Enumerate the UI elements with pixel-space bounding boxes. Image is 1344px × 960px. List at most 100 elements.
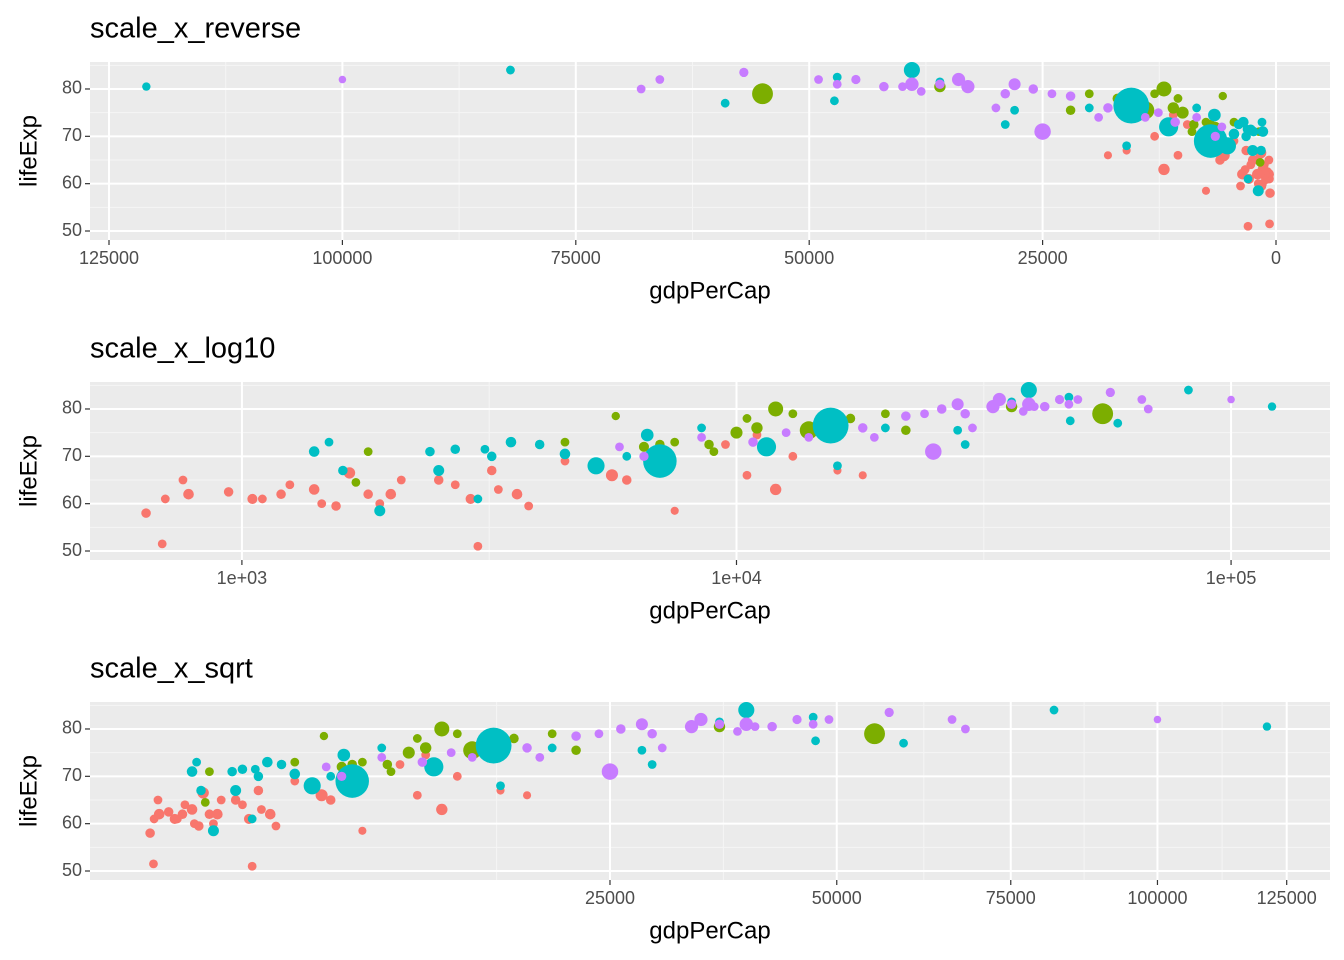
point xyxy=(308,446,320,457)
point xyxy=(733,726,742,736)
point xyxy=(788,409,798,419)
point xyxy=(968,423,977,433)
point xyxy=(1047,89,1057,99)
point xyxy=(961,80,975,94)
x-tick-label: 50000 xyxy=(784,248,834,268)
point xyxy=(901,411,911,421)
panel-title: scale_x_sqrt xyxy=(90,653,253,685)
point xyxy=(804,432,814,442)
point xyxy=(1065,91,1076,101)
point xyxy=(276,759,287,770)
point xyxy=(857,423,868,433)
point xyxy=(163,807,174,817)
point xyxy=(1113,87,1150,124)
point xyxy=(916,86,926,96)
point xyxy=(1065,416,1075,426)
point xyxy=(223,487,234,497)
point xyxy=(1227,395,1235,404)
point xyxy=(419,742,432,754)
y-tick-label: 50 xyxy=(62,860,82,880)
point xyxy=(739,67,749,78)
point xyxy=(1020,381,1037,399)
point xyxy=(851,74,861,85)
point xyxy=(1267,402,1277,411)
point xyxy=(247,493,258,504)
point xyxy=(1265,219,1274,229)
y-tick-label: 50 xyxy=(62,220,82,240)
point xyxy=(655,75,665,84)
x-tick-label: 0 xyxy=(1271,248,1281,268)
point xyxy=(357,757,367,767)
x-tick-label: 1e+04 xyxy=(711,568,762,588)
y-tick-label: 80 xyxy=(62,398,82,418)
point xyxy=(257,805,266,814)
point xyxy=(325,795,336,805)
point xyxy=(496,781,505,791)
y-tick-label: 70 xyxy=(62,125,82,145)
x-tick-label: 125000 xyxy=(1257,888,1317,908)
point xyxy=(587,457,605,475)
point xyxy=(833,461,842,471)
point xyxy=(640,428,654,442)
point xyxy=(808,719,818,729)
point xyxy=(1243,221,1253,231)
point xyxy=(524,501,534,511)
point xyxy=(742,414,752,423)
point xyxy=(141,508,151,518)
point xyxy=(486,451,497,462)
point xyxy=(1173,94,1183,103)
point xyxy=(1143,404,1153,414)
y-tick-label: 60 xyxy=(62,492,82,512)
point xyxy=(953,425,963,435)
point xyxy=(230,795,241,805)
y-axis-title: lifeExp xyxy=(15,435,42,507)
point xyxy=(991,103,1001,113)
point xyxy=(739,717,754,731)
point xyxy=(670,506,679,515)
point xyxy=(1084,89,1094,99)
point xyxy=(534,439,545,450)
point xyxy=(1241,131,1251,142)
point xyxy=(1029,402,1039,412)
point xyxy=(1150,131,1160,141)
point xyxy=(547,729,557,739)
point xyxy=(1236,181,1245,191)
point xyxy=(337,748,351,762)
point xyxy=(1064,392,1074,402)
point xyxy=(374,505,386,517)
x-tick-label: 100000 xyxy=(1127,888,1187,908)
point xyxy=(1150,89,1160,99)
point xyxy=(238,800,247,810)
point xyxy=(1189,119,1199,130)
point xyxy=(450,444,461,454)
point xyxy=(1208,108,1221,122)
point xyxy=(605,469,618,482)
point xyxy=(1184,385,1193,395)
point xyxy=(331,501,341,511)
point xyxy=(417,757,428,767)
y-tick-label: 60 xyxy=(62,172,82,192)
point xyxy=(1156,81,1172,97)
point xyxy=(1092,403,1114,425)
point xyxy=(1054,394,1065,405)
point xyxy=(635,718,648,731)
y-tick-label: 80 xyxy=(62,718,82,738)
point xyxy=(386,767,396,776)
point xyxy=(1215,155,1225,165)
point xyxy=(884,707,894,718)
point xyxy=(1065,105,1076,116)
point xyxy=(200,797,210,807)
point xyxy=(511,488,523,500)
point xyxy=(750,722,760,732)
x-tick-label: 25000 xyxy=(585,888,635,908)
point xyxy=(452,771,462,781)
point xyxy=(560,456,570,466)
x-tick-label: 75000 xyxy=(986,888,1036,908)
point xyxy=(611,411,620,421)
point xyxy=(180,800,190,810)
point xyxy=(1140,112,1150,122)
point xyxy=(960,440,970,449)
point xyxy=(324,437,334,447)
point xyxy=(227,766,237,777)
